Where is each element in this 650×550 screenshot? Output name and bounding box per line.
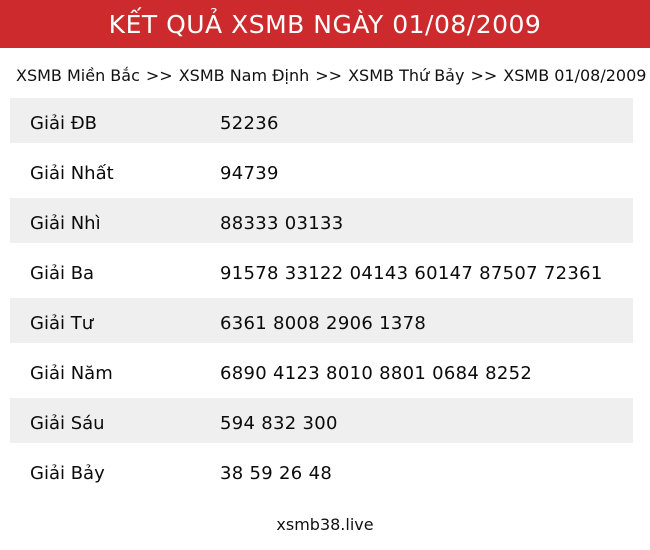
table-row-giai-nhi: Giải Nhì 88333 03133 [10, 198, 633, 248]
header-banner: KẾT QUẢ XSMB NGÀY 01/08/2009 [0, 0, 650, 48]
prize-label: Giải Nhất [30, 162, 114, 184]
table-row-giai-nhat: Giải Nhất 94739 [10, 148, 633, 198]
table-row-giai-db: Giải ĐB 52236 [10, 98, 633, 148]
prize-numbers: 6361 8008 2906 1378 [220, 312, 427, 334]
breadcrumb: XSMB Miền Bắc >> XSMB Nam Định >> XSMB Thứ B… [16, 66, 646, 85]
table-row-giai-tu: Giải Tư 6361 8008 2906 1378 [10, 298, 633, 348]
prize-numbers: 91578 33122 04143 60147 87507 72361 [220, 262, 603, 284]
prize-label: Giải Năm [30, 362, 113, 384]
prize-label: Giải Bảy [30, 462, 105, 484]
prize-numbers: 52236 [220, 112, 279, 134]
prize-numbers: 38 59 26 48 [220, 462, 333, 484]
site-name: xsmb38.live [276, 515, 374, 534]
table-row-giai-sau: Giải Sáu 594 832 300 [10, 398, 633, 448]
table-row-giai-bay: Giải Bảy 38 59 26 48 [10, 448, 633, 498]
breadcrumb-item-nam-dinh[interactable]: XSMB Nam Định [178, 66, 310, 85]
breadcrumb-item-thu-bay[interactable]: XSMB Thứ Bảy [348, 66, 465, 85]
breadcrumb-item-date[interactable]: XSMB 01/08/2009 [503, 66, 647, 85]
prize-label: Giải Sáu [30, 412, 105, 434]
breadcrumb-separator: >> [315, 66, 343, 85]
breadcrumb-separator: >> [145, 66, 173, 85]
prize-label: Giải ĐB [30, 112, 97, 134]
prize-numbers: 594 832 300 [220, 412, 338, 434]
prize-label: Giải Tư [30, 312, 94, 334]
prize-numbers: 94739 [220, 162, 279, 184]
page-title: KẾT QUẢ XSMB NGÀY 01/08/2009 [108, 9, 542, 39]
breadcrumb-separator: >> [470, 66, 498, 85]
prize-label: Giải Ba [30, 262, 95, 284]
results-table: Giải ĐB 52236 Giải Nhất 94739 Giải Nhì 8… [10, 98, 633, 498]
footer: xsmb38.live [0, 515, 650, 534]
table-row-giai-ba: Giải Ba 91578 33122 04143 60147 87507 72… [10, 248, 633, 298]
breadcrumb-item-mien-bac[interactable]: XSMB Miền Bắc [16, 66, 140, 85]
table-row-giai-nam: Giải Năm 6890 4123 8010 8801 0684 8252 [10, 348, 633, 398]
prize-numbers: 6890 4123 8010 8801 0684 8252 [220, 362, 533, 384]
prize-label: Giải Nhì [30, 212, 101, 234]
prize-numbers: 88333 03133 [220, 212, 344, 234]
